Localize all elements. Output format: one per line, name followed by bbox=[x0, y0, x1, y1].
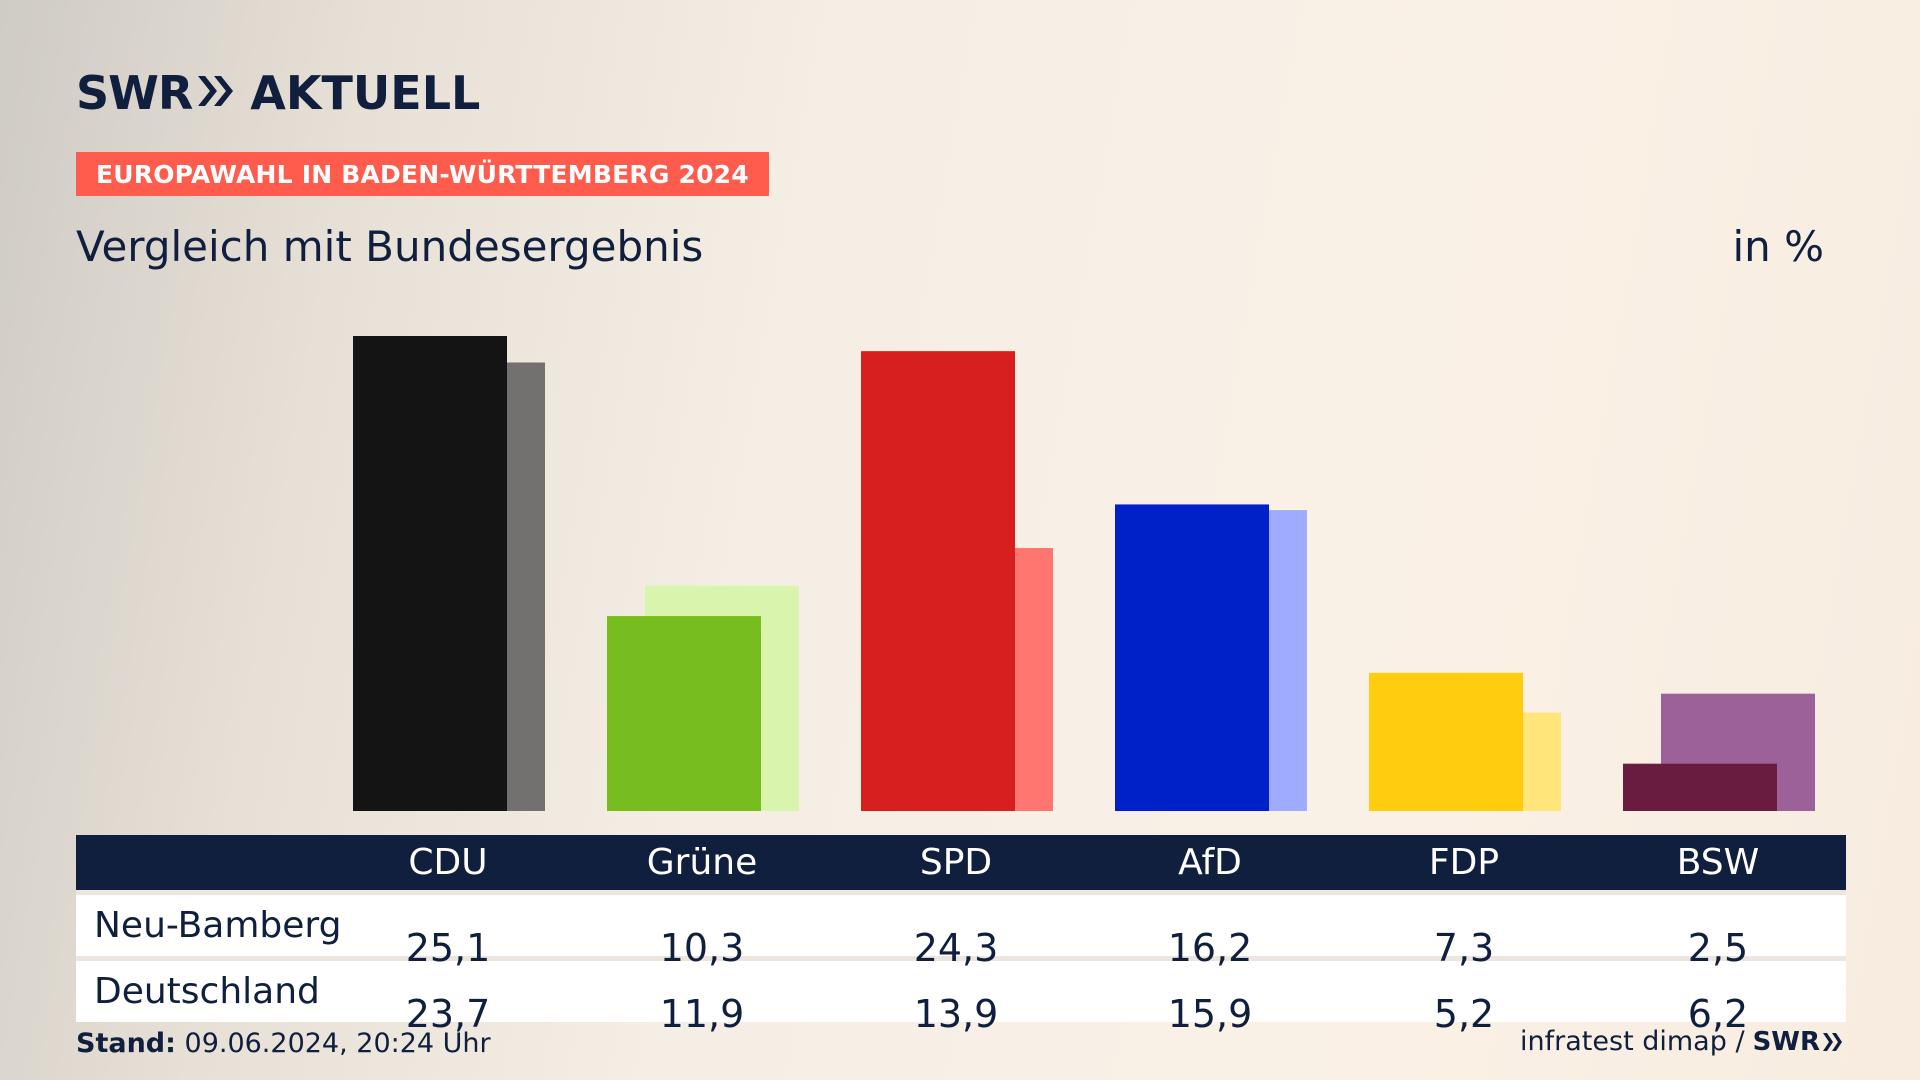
bar-neu-bamberg-cdu bbox=[353, 336, 507, 811]
double-chevron-icon bbox=[196, 74, 236, 112]
bar-neu-bamberg-bsw bbox=[1623, 763, 1777, 811]
bar-neu-bamberg-grüne bbox=[607, 616, 761, 811]
chart-subtitle: Vergleich mit Bundesergebnis bbox=[76, 222, 704, 271]
value-cell: 16,2 bbox=[1167, 925, 1253, 970]
value-cell: 25,1 bbox=[405, 925, 491, 970]
party-header: CDU bbox=[408, 842, 488, 883]
value-cell: 11,9 bbox=[659, 991, 745, 1036]
value-cell: 15,9 bbox=[1167, 991, 1253, 1036]
party-header: FDP bbox=[1428, 842, 1500, 883]
value-cell: 13,9 bbox=[913, 991, 999, 1036]
swr-small-logo: SWR bbox=[1752, 1026, 1820, 1057]
table-row-neu-bamberg: Neu-Bamberg 25,1 10,3 24,3 16,2 7,3 2,5 bbox=[76, 890, 1846, 970]
source-credit: infratest dimap / SWR bbox=[1520, 1026, 1844, 1057]
timestamp: Stand: 09.06.2024, 20:24 Uhr bbox=[76, 1028, 491, 1059]
double-chevron-small-icon bbox=[1822, 1032, 1844, 1052]
stand-label: Stand: bbox=[76, 1028, 176, 1059]
party-header: BSW bbox=[1676, 842, 1760, 883]
bar-neu-bamberg-fdp bbox=[1369, 672, 1523, 811]
results-table: CDU Grüne SPD AfD FDP BSW Neu-Bamberg 25,1 10,… bbox=[76, 835, 1846, 1036]
swr-logo-text: SWR bbox=[76, 66, 193, 120]
bar-neu-bamberg-spd bbox=[861, 351, 1015, 811]
swr-aktuell-logo: SWR AKTUELL bbox=[76, 66, 481, 120]
value-cell: 6,2 bbox=[1687, 991, 1749, 1036]
bar-neu-bamberg-afd bbox=[1115, 504, 1269, 811]
party-header: SPD bbox=[919, 842, 993, 883]
value-cell: 24,3 bbox=[913, 925, 999, 970]
party-header: AfD bbox=[1178, 842, 1242, 883]
bar-chart bbox=[353, 336, 1815, 811]
stand-value: 09.06.2024, 20:24 Uhr bbox=[184, 1028, 491, 1059]
value-cell: 7,3 bbox=[1433, 925, 1495, 970]
value-cell: 5,2 bbox=[1433, 991, 1495, 1036]
aktuell-logo-text: AKTUELL bbox=[250, 66, 481, 120]
value-cell: 2,5 bbox=[1687, 925, 1749, 970]
party-header: Grüne bbox=[646, 842, 758, 883]
table-header: CDU Grüne SPD AfD FDP BSW bbox=[76, 835, 1846, 890]
source-text: infratest dimap / bbox=[1520, 1026, 1745, 1057]
election-badge: EUROPAWAHL IN BADEN-WÜRTTEMBERG 2024 bbox=[76, 152, 769, 196]
unit-label: in % bbox=[1732, 222, 1824, 271]
table-row-deutschland: Deutschland 23,7 11,9 13,9 15,9 5,2 6,2 bbox=[76, 956, 1846, 1036]
row-label: Neu-Bamberg bbox=[94, 905, 342, 946]
value-cell: 23,7 bbox=[405, 991, 491, 1036]
row-label: Deutschland bbox=[94, 971, 320, 1012]
value-cell: 10,3 bbox=[659, 925, 745, 970]
